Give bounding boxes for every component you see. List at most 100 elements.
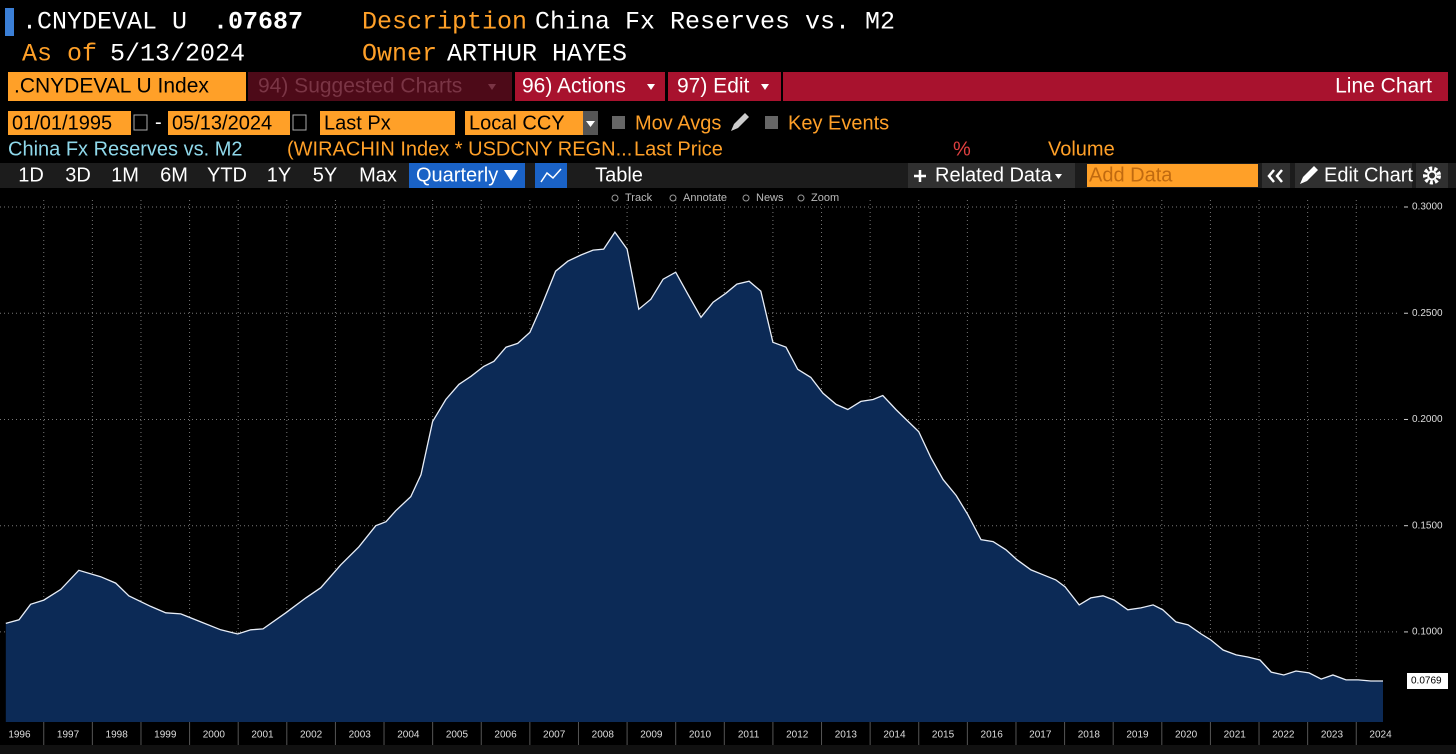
x-tick-label: 2008 xyxy=(592,730,615,741)
gear-icon xyxy=(1427,170,1437,181)
pencil-icon[interactable] xyxy=(731,113,749,131)
period-button[interactable]: 1M xyxy=(111,164,139,186)
chart-tools: Track Annotate News Zoom xyxy=(611,192,839,204)
currency-select[interactable]: Local CCY xyxy=(465,111,598,135)
menu-bar xyxy=(783,72,1448,101)
bottom-strip xyxy=(0,745,1456,754)
dropdown-arrow xyxy=(761,84,769,90)
x-tick-label: 2009 xyxy=(640,730,663,741)
settings-button[interactable] xyxy=(1416,163,1448,188)
dropdown-arrow xyxy=(504,170,518,181)
tool-button[interactable]: Annotate xyxy=(683,192,727,204)
frequency-button[interactable]: Quarterly xyxy=(409,163,525,188)
legend-field: Last Price xyxy=(634,138,723,160)
calendar-icon[interactable] xyxy=(133,114,148,131)
x-tick-label: 2021 xyxy=(1224,730,1247,741)
field: Last Px xyxy=(324,112,391,134)
x-tick-label: 2011 xyxy=(738,730,760,741)
tool-icon xyxy=(669,194,677,202)
as-of: 5/13/2024 xyxy=(110,40,245,69)
input-bg xyxy=(465,111,583,135)
chart-type-button[interactable] xyxy=(535,163,567,188)
dropdown-arrow xyxy=(1055,174,1062,179)
edit-button[interactable]: 97) Edit xyxy=(668,72,781,101)
dropdown-arrow xyxy=(647,84,655,90)
table-button[interactable]: Table xyxy=(595,164,643,186)
legend-formula: (WIRACHIN Index * USDCNY REGN... xyxy=(287,138,632,160)
y-tick-label: 0.3000 xyxy=(1412,202,1443,213)
tool-button[interactable]: Track xyxy=(625,192,653,204)
input-bg xyxy=(1087,164,1258,187)
x-tick-label: 2012 xyxy=(786,730,809,741)
area xyxy=(5,232,1383,722)
field-input[interactable]: Last Px xyxy=(320,111,455,135)
gear-icon xyxy=(1423,166,1441,185)
checkbox[interactable] xyxy=(612,116,625,129)
collapse-button[interactable] xyxy=(1262,163,1290,188)
last-value: .07687 xyxy=(213,8,303,37)
x-tick-label: 2023 xyxy=(1321,730,1344,741)
period-button[interactable]: YTD xyxy=(207,164,247,186)
owner-label: Owner xyxy=(362,40,437,69)
period-button[interactable]: 3D xyxy=(65,164,91,186)
related: Related Data xyxy=(935,164,1053,186)
x-tick-label: 2016 xyxy=(981,730,1004,741)
dropdown-arrow xyxy=(488,84,496,90)
actions: 96) Actions xyxy=(522,75,626,98)
legend-volume: Volume xyxy=(1048,138,1115,160)
tool-button[interactable]: Zoom xyxy=(811,192,839,204)
header-marker xyxy=(5,8,14,36)
legend-percent: % xyxy=(953,138,971,160)
pencil-icon xyxy=(1300,166,1318,184)
actions-button[interactable]: 96) Actions xyxy=(515,72,665,101)
last-value-label: 0.0769 xyxy=(1411,676,1442,687)
end-date-input[interactable]: 05/13/2024 xyxy=(168,111,290,135)
period-button[interactable]: 1Y xyxy=(267,164,291,186)
x-tick-label: 2024 xyxy=(1369,730,1392,741)
description: China Fx Reserves vs. M2 xyxy=(535,8,895,37)
y-tick-label: 0.1500 xyxy=(1412,520,1443,531)
period-button[interactable]: 6M xyxy=(160,164,188,186)
x-tick-label: 1998 xyxy=(106,730,129,741)
period-button[interactable]: 5Y xyxy=(313,164,337,186)
tool-icon xyxy=(611,194,619,202)
end-date: 05/13/2024 xyxy=(172,112,272,134)
button-bg xyxy=(409,163,525,188)
add-data-input[interactable]: Add Data xyxy=(1087,164,1258,187)
last-value-badge xyxy=(1407,672,1448,689)
button-bg xyxy=(515,72,665,101)
checkbox[interactable] xyxy=(765,116,778,129)
y-tick-label: 0.2500 xyxy=(1412,308,1443,319)
security: .CNYDEVAL U Index xyxy=(14,75,209,98)
x-tick-label: 2001 xyxy=(251,730,274,741)
frequency: Quarterly xyxy=(416,164,498,186)
start-date-input[interactable]: 01/01/1995 xyxy=(8,111,131,135)
dropdown-arrow xyxy=(586,121,595,127)
security-button[interactable]: .CNYDEVAL U Index xyxy=(8,72,246,101)
x-tick-label: 2019 xyxy=(1126,730,1149,741)
tool-button[interactable]: News xyxy=(756,192,784,204)
x-tick-label: 2005 xyxy=(446,730,469,741)
add-data: Add Data xyxy=(1089,164,1173,186)
tool-icon xyxy=(797,194,805,202)
suggested-button[interactable]: 94) Suggested Charts xyxy=(248,72,512,101)
x-tick-label: 1997 xyxy=(57,730,80,741)
x-tick-label: 2013 xyxy=(835,730,858,741)
related-button[interactable]: Related Data xyxy=(908,163,1075,188)
x-tick-label: 2017 xyxy=(1029,730,1052,741)
y-tick-label: 0.2000 xyxy=(1412,414,1443,425)
edit-chart-button[interactable]: Edit Chart xyxy=(1295,163,1413,188)
x-tick-label: 2007 xyxy=(543,730,566,741)
chevron xyxy=(1267,169,1275,183)
tool-icon xyxy=(742,194,750,202)
key-events: Key Events xyxy=(788,112,889,134)
ticker: .CNYDEVAL U xyxy=(22,8,187,37)
description-label: Description xyxy=(362,8,527,37)
x-tick-label: 1996 xyxy=(8,730,31,741)
calendar-icon[interactable] xyxy=(292,114,307,131)
period-button[interactable]: Max xyxy=(359,164,397,186)
button-bg xyxy=(908,163,1075,188)
suggested: 94) Suggested Charts xyxy=(258,75,462,98)
period-buttons: 1D 3D 1M 6M YTD 1Y 5Y Max xyxy=(18,164,397,186)
period-button[interactable]: 1D xyxy=(18,164,44,186)
